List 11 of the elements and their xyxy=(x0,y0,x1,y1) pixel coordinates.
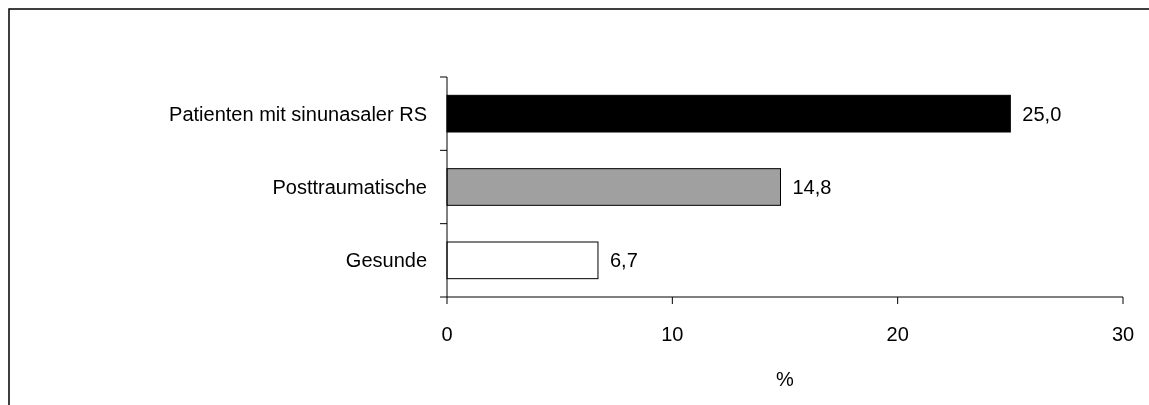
data-label: 14,8 xyxy=(792,176,832,198)
x-tick-label: 0 xyxy=(441,323,453,345)
x-tick-label: 30 xyxy=(1111,323,1135,345)
y-tick-label: Gesunde xyxy=(345,249,427,272)
data-label: 25,0 xyxy=(1022,102,1062,125)
x-axis-title: % xyxy=(776,368,795,390)
x-tick-label: 20 xyxy=(886,323,909,345)
y-tick-label: Posttraumatische xyxy=(272,176,427,198)
y-tick-label: Patienten mit sinunasaler RS xyxy=(169,102,427,125)
x-tick-label: 10 xyxy=(661,323,684,345)
data-label: 6,7 xyxy=(609,249,638,272)
